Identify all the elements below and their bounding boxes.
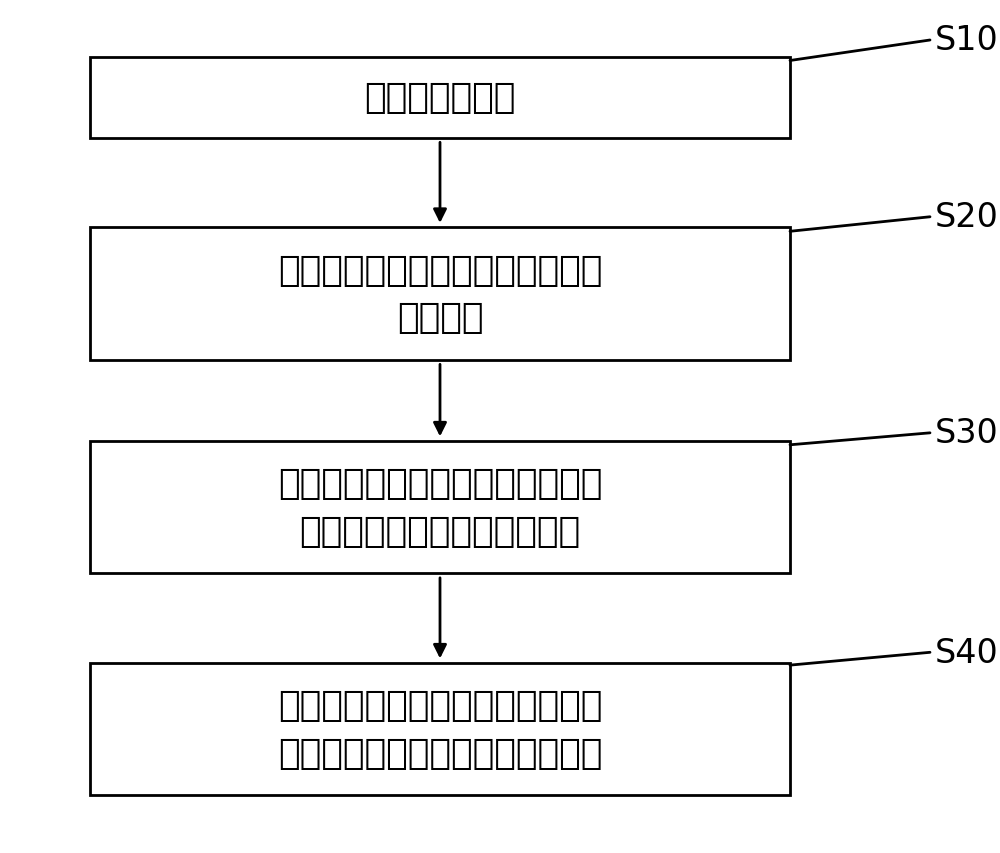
Bar [90,57,790,138]
Text: 对多流时空特性流量矩阵进行特征
降维，获取网络流的低维特征: 对多流时空特性流量矩阵进行特征 降维，获取网络流的低维特征 [278,467,602,548]
Bar [90,441,790,573]
Text: S40: S40 [935,636,999,669]
Text: 根据网络流数据构建多流时空特性
流量矩阵: 根据网络流数据构建多流时空特性 流量矩阵 [278,253,602,335]
Bar [90,664,790,795]
Text: S10: S10 [935,25,999,57]
Text: 在低维特征空间中对低维特征进行
训练分类，将网络流数据进行关联: 在低维特征空间中对低维特征进行 训练分类，将网络流数据进行关联 [278,688,602,770]
Bar [90,228,790,360]
Text: S20: S20 [935,201,999,234]
Text: 获取网络流数据: 获取网络流数据 [364,81,516,115]
Text: S30: S30 [935,417,999,450]
